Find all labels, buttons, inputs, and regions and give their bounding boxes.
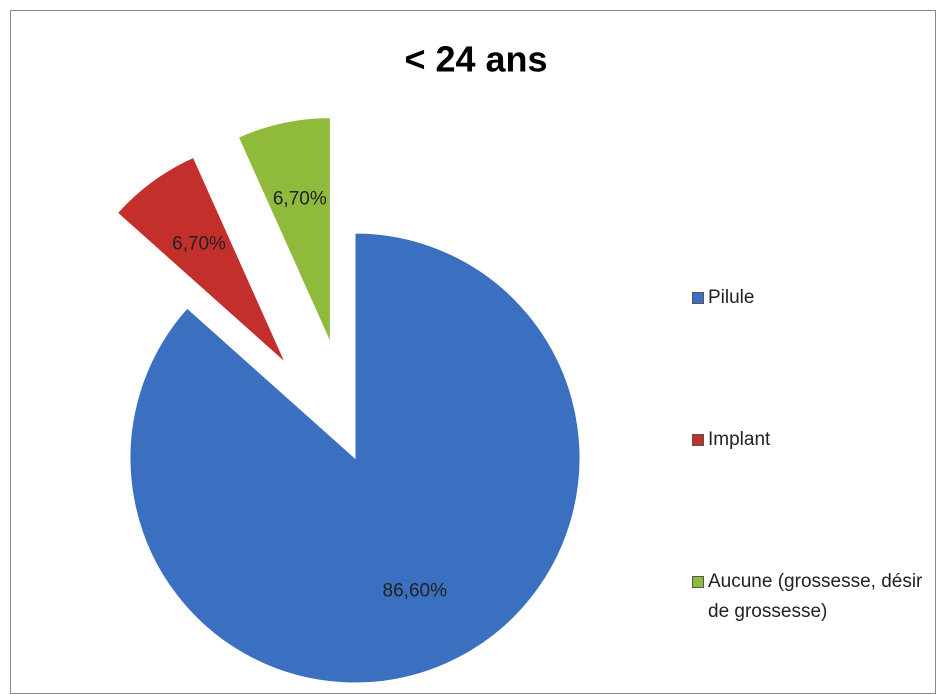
legend-label: Aucune (grossesse, désir de grossesse) [708, 571, 923, 622]
legend-item: Implant [692, 425, 932, 455]
pie-slice [237, 117, 331, 343]
data-label: 6,70% [172, 234, 226, 255]
data-label: 6,70% [273, 189, 327, 210]
chart-title: < 24 ans [404, 39, 547, 80]
pie-slice [116, 156, 286, 364]
legend-item: Pilule [692, 283, 932, 313]
legend-swatch [692, 576, 704, 588]
legend-swatch [692, 434, 704, 446]
legend-label: Implant [708, 429, 771, 450]
data-label: 86,60% [383, 580, 448, 601]
pie-slice [129, 232, 581, 684]
legend-label: Pilule [708, 287, 755, 308]
legend-swatch [692, 292, 704, 304]
legend-item: Aucune (grossesse, désir de grossesse) [692, 567, 932, 627]
